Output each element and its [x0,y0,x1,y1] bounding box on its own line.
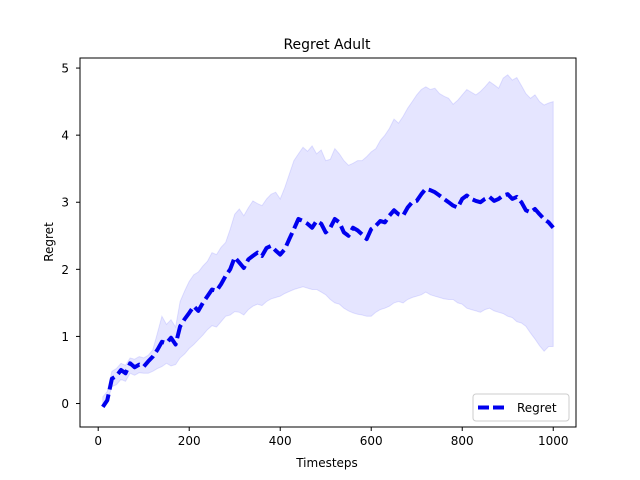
x-tick-label: 1000 [538,434,569,448]
x-tick-label: 0 [94,434,102,448]
confidence-band-1 [102,74,554,406]
confidence-band-layer [102,74,554,406]
x-tick-label: 200 [178,434,201,448]
x-tick-label: 400 [269,434,292,448]
x-axis-ticks: 0 200 400 600 800 1000 [94,427,569,448]
x-tick-label: 600 [360,434,383,448]
chart-title: Regret Adult [283,37,371,53]
y-tick-label: 4 [61,129,69,143]
y-tick-label: 3 [61,196,69,210]
y-tick-label: 5 [61,62,69,76]
series-line-layer [101,186,555,409]
y-tick-label: 2 [61,263,69,277]
series-line-1 [101,186,555,409]
y-axis-label: Regret [42,222,56,262]
plot-area-frame [79,57,577,428]
y-tick-label: 0 [61,397,69,411]
x-tick-label: 800 [451,434,474,448]
legend: Regret [472,393,570,422]
y-axis-ticks: 0 1 2 3 4 5 [61,62,80,411]
y-tick-label: 1 [61,330,69,344]
legend-box [472,393,570,422]
legend-label-regret: Regret [517,401,557,415]
x-axis-label: Timesteps [295,456,358,470]
